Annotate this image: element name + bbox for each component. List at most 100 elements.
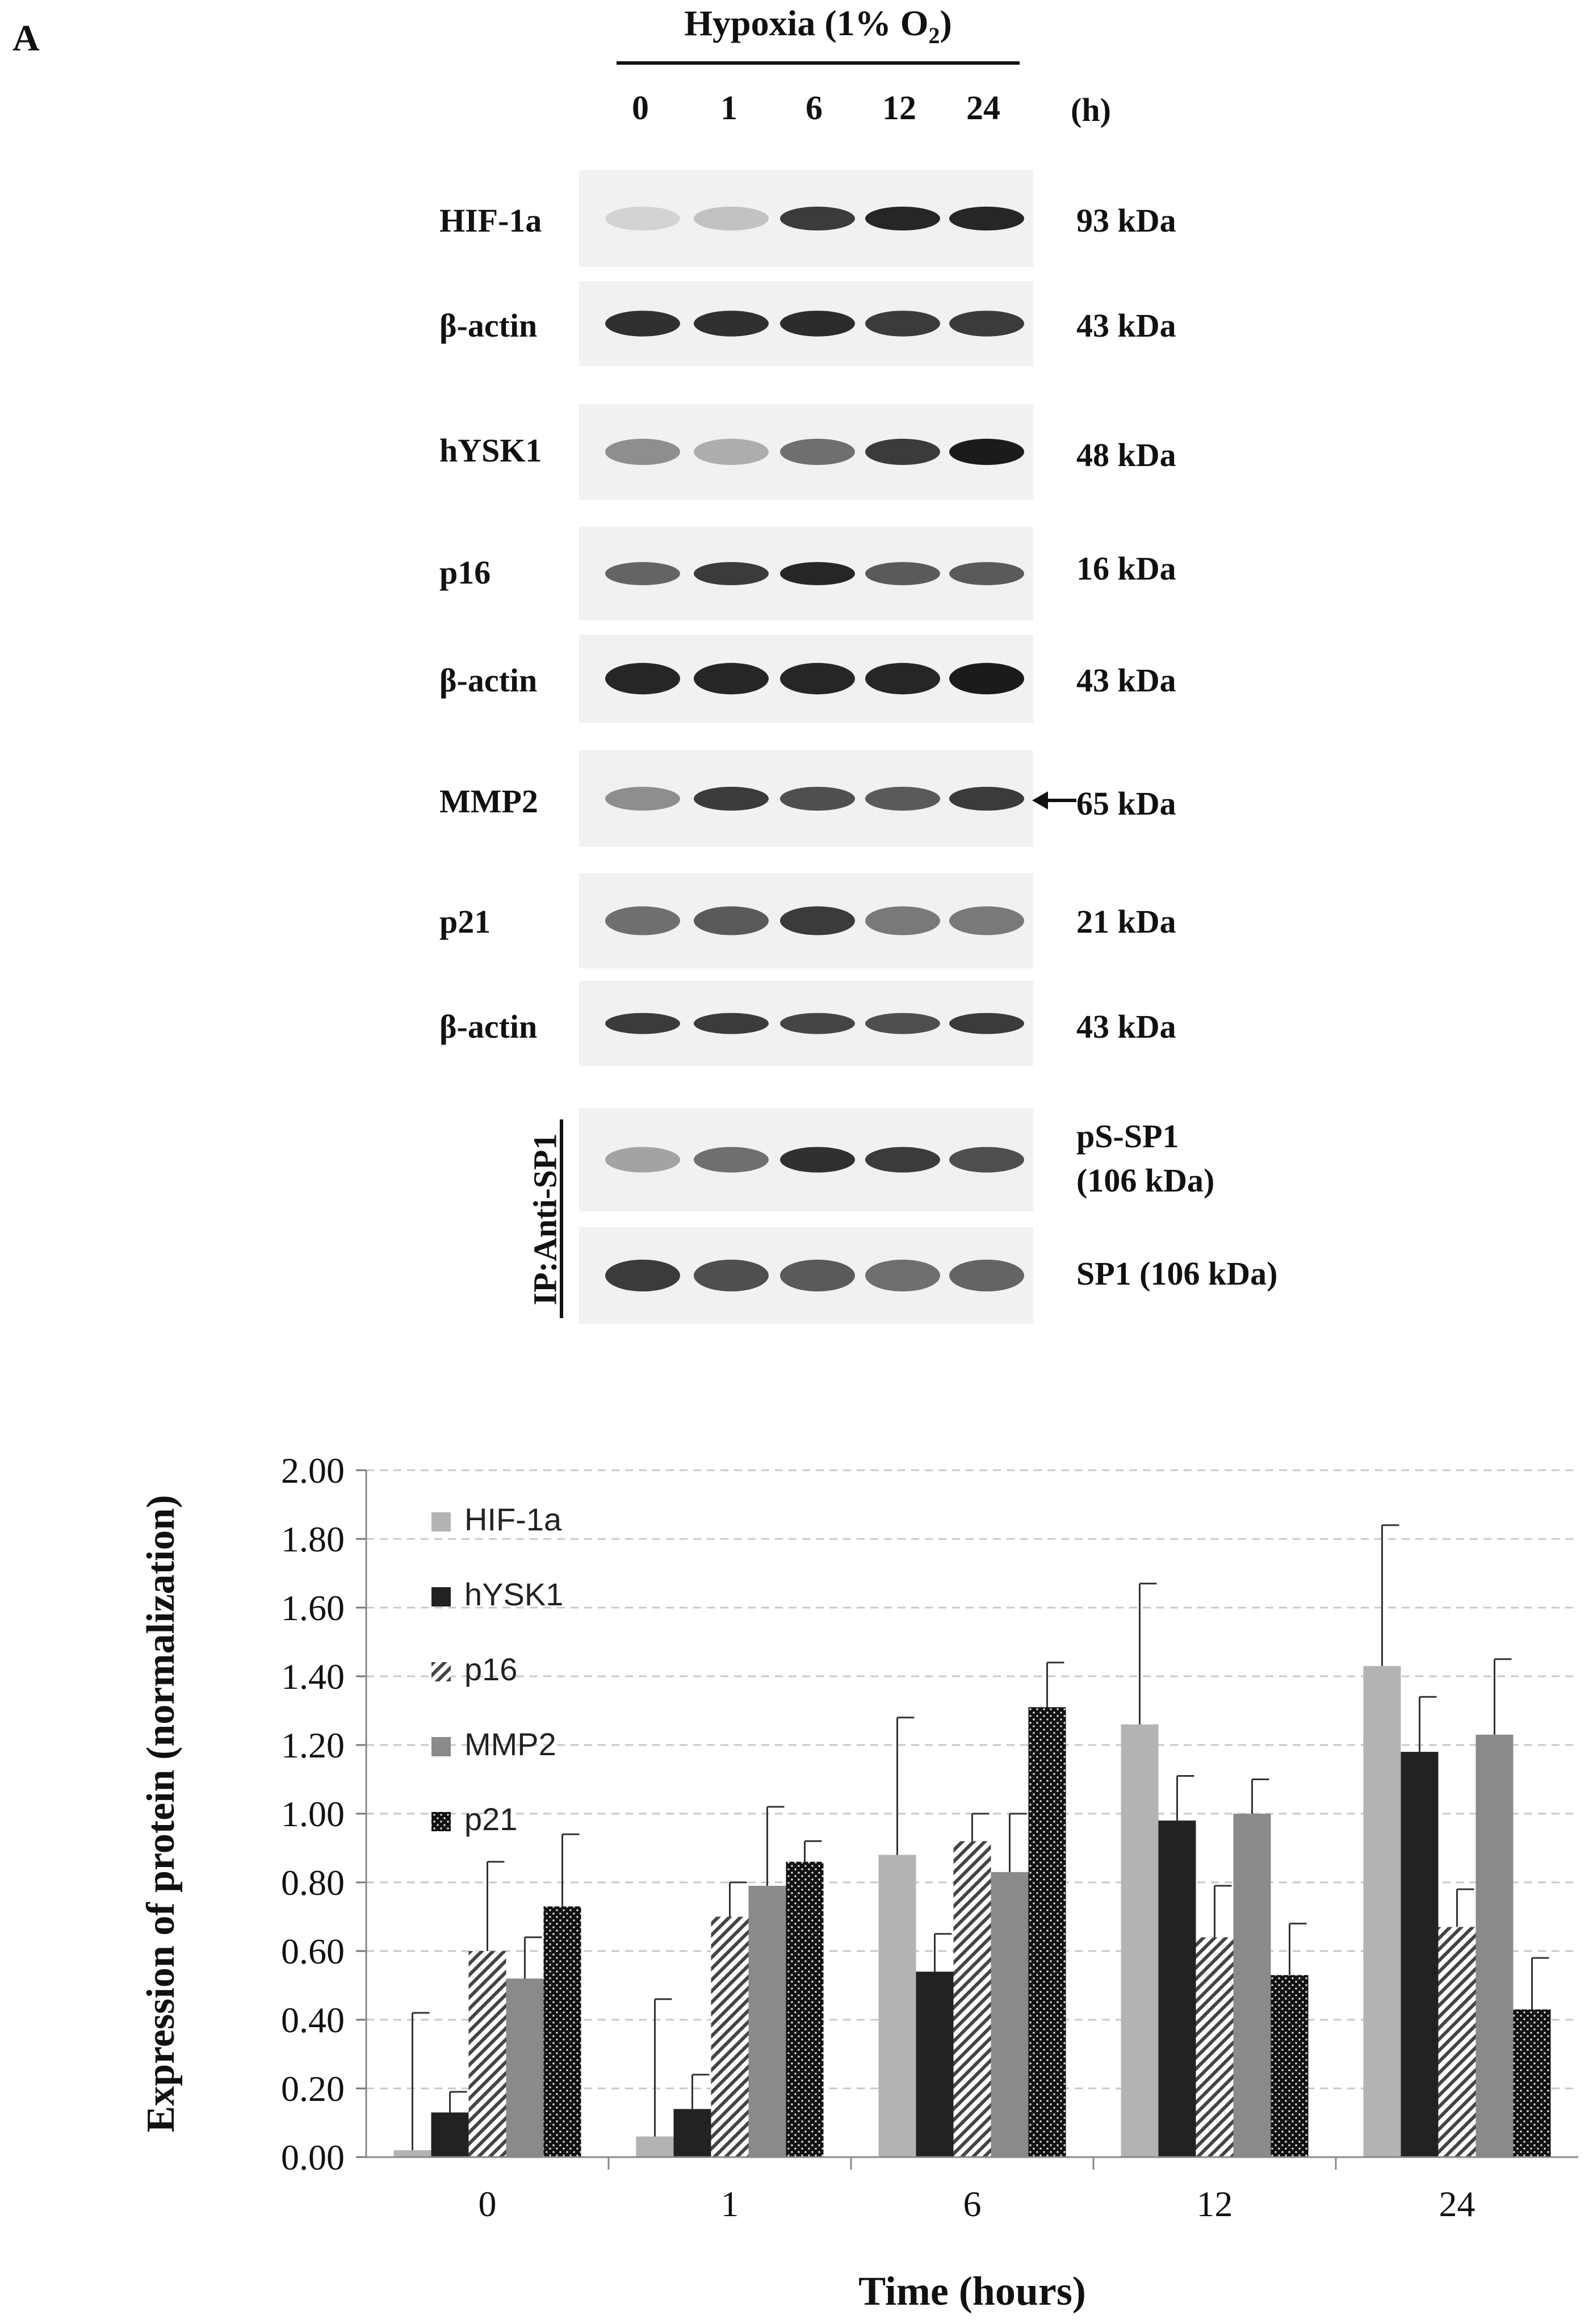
chart-legend: HIF-1a hYSK1 p16 MMP2 p21	[431, 1501, 563, 1837]
bar-chart: 0.00 0.20 0.40 0.60 0.80 1.00 1.20 1.40 1.60 1.80…	[139, 1450, 1578, 2314]
x-tick-label: 12	[1197, 2184, 1233, 2224]
blot-band	[605, 206, 680, 231]
blot-size-label: pS-SP1	[1076, 1118, 1179, 1155]
y-tick-label: 0.60	[281, 1931, 345, 1971]
blot-row-label: β-actin	[439, 1008, 538, 1045]
legend-label: hYSK1	[464, 1576, 563, 1612]
x-tick-label: 0	[479, 2184, 497, 2224]
blot-size-label: 43 kDa	[1076, 1008, 1176, 1045]
blot-band	[780, 206, 855, 231]
blot-band	[605, 906, 680, 936]
blot-strip-sp1	[579, 1227, 1033, 1324]
band-arrow-icon	[1032, 791, 1076, 809]
panel-letter: A	[12, 18, 40, 59]
bar-p21	[786, 1861, 824, 2157]
legend-swatch	[431, 1662, 451, 1681]
blot-band	[949, 662, 1024, 695]
bar-hif-1a	[878, 1855, 916, 2157]
bar-hif-1a	[393, 2150, 431, 2157]
y-tick-label: 1.00	[281, 1794, 345, 1834]
blot-strip-actin-2	[579, 635, 1033, 723]
lane-label-6: 6	[806, 89, 823, 127]
blot-band	[949, 206, 1024, 231]
lane-label-12: 12	[882, 89, 916, 127]
y-tick-label: 0.00	[281, 2137, 345, 2178]
blot-band	[949, 1013, 1024, 1034]
blot-band	[694, 662, 769, 695]
blot-band	[605, 786, 680, 811]
x-tick-label: 6	[963, 2184, 982, 2224]
y-tick-label: 2.00	[281, 1450, 345, 1491]
blot-band	[605, 662, 680, 695]
blot-row-label: MMP2	[439, 783, 538, 820]
blot-strip-p21	[579, 873, 1033, 968]
legend-label: MMP2	[464, 1726, 556, 1762]
blot-row-label: β-actin	[439, 662, 538, 699]
blot-band	[694, 311, 769, 337]
blot-size-label: 48 kDa	[1076, 437, 1176, 473]
blot-band	[949, 562, 1024, 585]
blot-strip-hysk1	[579, 404, 1033, 500]
blot-band	[780, 906, 855, 936]
bar-hysk1	[431, 2112, 469, 2157]
condition-label: Hypoxia (1% O2)	[617, 2, 1020, 49]
bar-p16	[1438, 1927, 1476, 2157]
y-tick-label: 1.60	[281, 1588, 345, 1628]
blot-size-label: 43 kDa	[1076, 307, 1176, 344]
y-tick-label: 0.20	[281, 2069, 345, 2109]
blot-band	[605, 311, 680, 337]
legend-label: p16	[464, 1651, 517, 1687]
condition-underline	[617, 61, 1020, 65]
condition-label-subscript: 2	[928, 22, 940, 48]
blot-band	[949, 786, 1024, 811]
blot-band	[780, 662, 855, 695]
bar-hif-1a	[1363, 1666, 1401, 2157]
blot-band	[949, 1259, 1024, 1292]
blot-row-label: β-actin	[439, 307, 538, 344]
bar-mmp2	[1475, 1734, 1514, 2157]
bar-p16	[953, 1841, 991, 2157]
blot-size-label: 93 kDa	[1076, 202, 1176, 239]
bar-mmp2	[506, 1978, 544, 2157]
blot-band	[865, 1013, 940, 1034]
bar-hysk1	[916, 1971, 954, 2157]
blot-size-label: 43 kDa	[1076, 662, 1176, 699]
blot-size-label: 16 kDa	[1076, 550, 1176, 587]
condition-label-text: Hypoxia (1% O	[684, 3, 929, 43]
bar-hysk1	[1158, 1820, 1196, 2157]
blot-row-label: HIF-1a	[439, 202, 542, 239]
x-tick-label: 1	[721, 2184, 739, 2224]
blot-band	[780, 786, 855, 811]
y-tick-label: 1.20	[281, 1725, 345, 1765]
blot-band	[865, 1259, 940, 1292]
blot-band	[780, 1259, 855, 1292]
ip-label: IP:Anti-SP1	[526, 1133, 564, 1306]
bar-p21	[1028, 1707, 1066, 2157]
blot-band	[694, 1259, 769, 1292]
blot-band	[694, 562, 769, 585]
blot-band	[949, 311, 1024, 337]
blot-band	[865, 206, 940, 231]
legend-label: p21	[464, 1801, 517, 1837]
blot-band	[865, 906, 940, 936]
blot-band	[694, 1147, 769, 1173]
bar-hif-1a	[636, 2136, 674, 2157]
legend-swatch	[431, 1587, 451, 1606]
bar-p21	[543, 1906, 581, 2157]
blot-size-label: 21 kDa	[1076, 903, 1176, 940]
blot-band	[780, 1013, 855, 1034]
bar-hysk1	[1401, 1752, 1439, 2157]
blot-band	[949, 1147, 1024, 1173]
blot-row-label: p21	[439, 903, 491, 940]
blot-band	[865, 662, 940, 695]
x-tick-label: 24	[1439, 2184, 1475, 2224]
ip-bracket-line	[560, 1119, 563, 1318]
bar-mmp2	[1233, 1814, 1271, 2157]
bar-hif-1a	[1121, 1724, 1159, 2157]
chart-bars	[393, 1524, 1551, 2157]
blot-band	[780, 311, 855, 337]
blot-band	[780, 562, 855, 585]
blot-strip-mmp2	[579, 750, 1033, 847]
bar-p21	[1513, 2009, 1551, 2157]
